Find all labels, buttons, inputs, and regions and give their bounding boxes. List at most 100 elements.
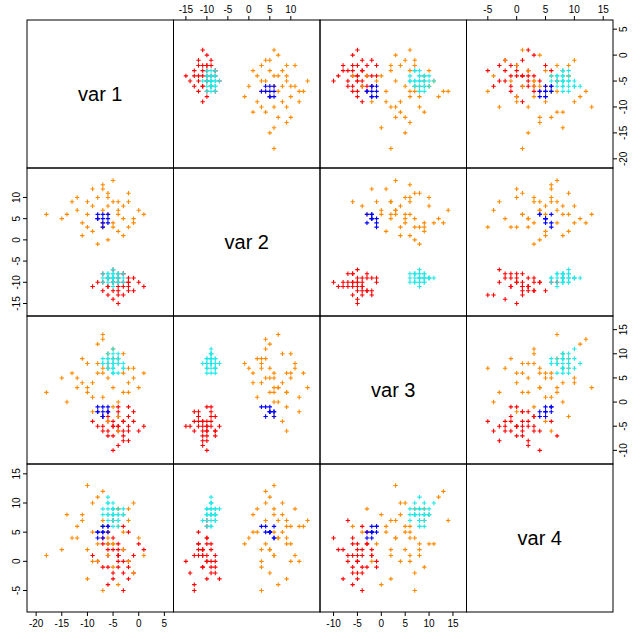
point — [417, 524, 421, 528]
point — [417, 553, 421, 557]
point — [284, 79, 288, 83]
point — [427, 512, 431, 516]
tick — [23, 473, 27, 474]
point — [561, 68, 565, 72]
point — [121, 419, 125, 423]
point — [121, 390, 125, 394]
point — [566, 79, 570, 83]
tick — [603, 16, 604, 20]
point — [106, 276, 110, 280]
point — [549, 199, 553, 203]
point — [284, 105, 288, 109]
point — [408, 530, 412, 534]
point — [101, 337, 105, 341]
point — [566, 74, 570, 78]
point — [408, 89, 412, 93]
point — [121, 233, 125, 237]
point — [259, 89, 263, 93]
point — [374, 79, 378, 83]
axes: -20-15-10-505-15-10-50510-10-5051015-505… — [11, 4, 629, 629]
point — [543, 94, 547, 98]
point — [555, 208, 559, 212]
point — [184, 424, 188, 428]
point — [297, 410, 301, 414]
points — [184, 48, 310, 151]
point — [549, 429, 553, 433]
point — [106, 410, 110, 414]
point — [116, 507, 120, 511]
point — [350, 293, 354, 297]
point — [555, 79, 559, 83]
point — [111, 424, 115, 428]
panel — [320, 168, 467, 316]
point — [403, 501, 407, 505]
point — [217, 424, 221, 428]
point — [389, 199, 393, 203]
point — [111, 347, 115, 351]
point — [101, 361, 105, 365]
point — [427, 195, 431, 199]
tick — [164, 612, 165, 616]
point — [417, 276, 421, 280]
point — [284, 120, 288, 124]
point — [213, 371, 217, 375]
point — [491, 74, 495, 78]
point — [549, 74, 553, 78]
point — [111, 512, 115, 516]
point — [413, 191, 417, 195]
tick — [613, 106, 617, 107]
point — [205, 559, 209, 563]
point — [543, 216, 547, 220]
point — [360, 588, 364, 592]
tick — [23, 261, 27, 262]
point — [417, 74, 421, 78]
tick-label: -10 — [618, 443, 629, 458]
point — [251, 110, 255, 114]
point — [126, 225, 130, 229]
point — [255, 356, 259, 360]
point — [205, 429, 209, 433]
point — [251, 512, 255, 516]
point — [346, 84, 350, 88]
point — [44, 212, 48, 216]
point — [417, 79, 421, 83]
point — [95, 216, 99, 220]
point — [106, 361, 110, 365]
point — [561, 204, 565, 208]
point — [549, 212, 553, 216]
point — [561, 352, 565, 356]
point — [379, 212, 383, 216]
point — [85, 547, 89, 551]
point — [213, 356, 217, 360]
tick — [452, 612, 453, 616]
point — [205, 89, 209, 93]
point — [566, 68, 570, 72]
point — [205, 419, 209, 423]
point — [422, 507, 426, 511]
point — [509, 405, 513, 409]
point — [192, 553, 196, 557]
point — [111, 347, 115, 351]
point — [111, 448, 115, 452]
point — [413, 84, 417, 88]
point — [209, 559, 213, 563]
point — [514, 381, 518, 385]
panel: var 2 — [174, 168, 321, 316]
point — [413, 507, 417, 511]
point — [101, 361, 105, 365]
tick-label: -10 — [618, 99, 629, 114]
point — [393, 483, 397, 487]
point — [561, 110, 565, 114]
point — [101, 221, 105, 225]
point — [578, 342, 582, 346]
point — [543, 89, 547, 93]
point — [566, 414, 570, 418]
point — [360, 79, 364, 83]
point — [213, 89, 217, 93]
point — [209, 371, 213, 375]
point — [200, 48, 204, 52]
point — [209, 356, 213, 360]
point — [85, 212, 89, 216]
point — [526, 131, 530, 135]
point — [131, 221, 135, 225]
